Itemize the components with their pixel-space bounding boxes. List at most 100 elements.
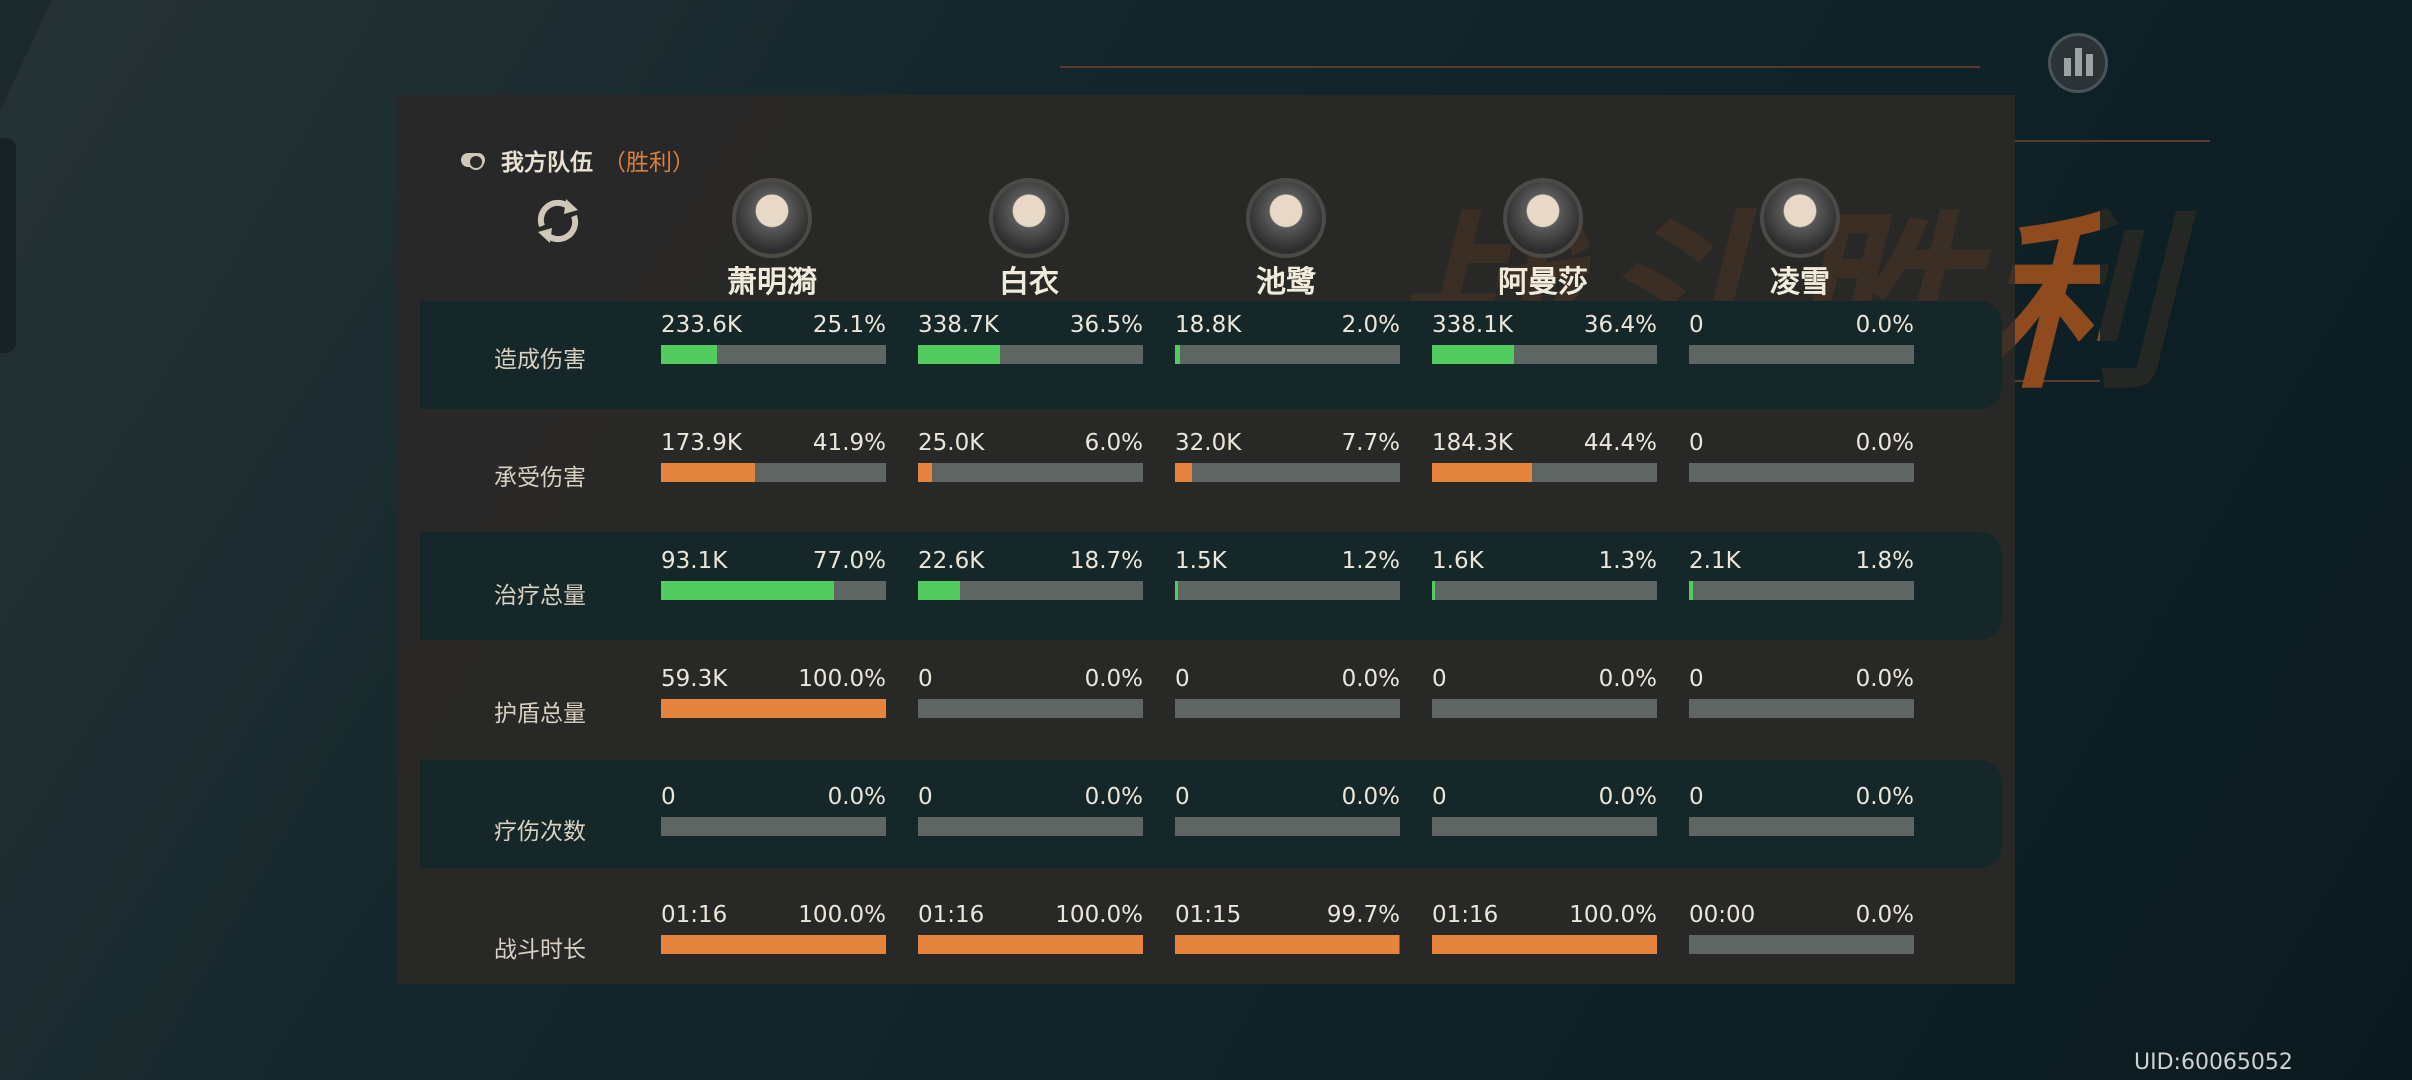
stat-bar bbox=[1432, 935, 1657, 954]
stat-bar bbox=[1175, 345, 1400, 364]
stat-bar-fill bbox=[661, 581, 835, 600]
stat-value: 0 bbox=[1175, 666, 1190, 692]
stat-value: 0 bbox=[1432, 784, 1447, 810]
stat-bar bbox=[1432, 581, 1657, 600]
hero-name: 池鹭 bbox=[1256, 265, 1316, 300]
stat-bar bbox=[1175, 699, 1400, 718]
hero-avatar[interactable] bbox=[1246, 178, 1326, 258]
toggle-icon[interactable] bbox=[461, 153, 485, 170]
bar-chart-icon bbox=[2063, 58, 2071, 76]
stat-percent: 0.0% bbox=[1341, 666, 1400, 692]
stat-bar-fill bbox=[1175, 935, 1400, 954]
stat-percent: 44.4% bbox=[1583, 430, 1657, 456]
stat-bar bbox=[918, 581, 1143, 600]
stat-bar-fill bbox=[918, 463, 932, 482]
stat-value: 01:16 bbox=[918, 902, 985, 928]
stat-bar bbox=[1689, 463, 1914, 482]
stat-bar bbox=[1432, 463, 1657, 482]
stat-bar-fill bbox=[918, 581, 961, 600]
stat-percent: 99.7% bbox=[1326, 902, 1400, 928]
stat-percent: 100.0% bbox=[1569, 902, 1657, 928]
stat-percent: 0.0% bbox=[1084, 666, 1143, 692]
stat-percent: 18.7% bbox=[1069, 548, 1143, 574]
stat-value: 0 bbox=[1432, 666, 1447, 692]
stat-value: 0 bbox=[918, 784, 933, 810]
stat-value: 0 bbox=[661, 784, 676, 810]
row-label: 疗伤次数 bbox=[494, 819, 586, 845]
stat-value: 184.3K bbox=[1432, 430, 1513, 456]
stat-value: 233.6K bbox=[661, 312, 742, 338]
stat-percent: 0.0% bbox=[1855, 902, 1914, 928]
stat-value: 1.6K bbox=[1432, 548, 1484, 574]
row-label: 战斗时长 bbox=[494, 937, 586, 963]
decor-line bbox=[1060, 66, 1980, 68]
result-label: （胜利） bbox=[603, 150, 695, 176]
hero-avatar[interactable] bbox=[1760, 178, 1840, 258]
stat-bar-fill bbox=[1175, 581, 1179, 600]
hero-avatar[interactable] bbox=[732, 178, 812, 258]
stat-bar bbox=[918, 935, 1143, 954]
row-label: 治疗总量 bbox=[494, 583, 586, 609]
stat-bar bbox=[661, 581, 886, 600]
stat-bar-fill bbox=[918, 345, 1001, 364]
hero-avatar[interactable] bbox=[989, 178, 1069, 258]
stat-value: 59.3K bbox=[661, 666, 728, 692]
stat-value: 25.0K bbox=[918, 430, 985, 456]
stat-bar bbox=[1175, 463, 1400, 482]
stat-bar bbox=[1175, 581, 1400, 600]
row-label: 造成伤害 bbox=[494, 347, 586, 373]
stat-percent: 2.0% bbox=[1341, 312, 1400, 338]
stat-value: 18.8K bbox=[1175, 312, 1242, 338]
hero-avatar[interactable] bbox=[1503, 178, 1583, 258]
stat-bar bbox=[918, 463, 1143, 482]
stat-bar bbox=[918, 699, 1143, 718]
side-drawer-handle[interactable] bbox=[0, 138, 16, 353]
stat-bar-fill bbox=[1689, 581, 1694, 600]
row-band bbox=[420, 760, 2002, 868]
team-label: 我方队伍 bbox=[501, 150, 593, 176]
stat-value: 338.7K bbox=[918, 312, 999, 338]
stat-bar-fill bbox=[661, 345, 718, 364]
stat-value: 1.5K bbox=[1175, 548, 1227, 574]
stat-percent: 100.0% bbox=[1055, 902, 1143, 928]
stat-percent: 100.0% bbox=[798, 902, 886, 928]
stat-bar bbox=[1175, 817, 1400, 836]
stat-percent: 100.0% bbox=[798, 666, 886, 692]
stat-value: 173.9K bbox=[661, 430, 742, 456]
stat-value: 93.1K bbox=[661, 548, 728, 574]
stat-percent: 0.0% bbox=[1341, 784, 1400, 810]
stat-percent: 1.3% bbox=[1598, 548, 1657, 574]
stat-value: 00:00 bbox=[1689, 902, 1756, 928]
stat-bar-fill bbox=[1432, 345, 1514, 364]
stat-value: 2.1K bbox=[1689, 548, 1741, 574]
stat-bar-fill bbox=[1175, 463, 1193, 482]
stat-percent: 77.0% bbox=[812, 548, 886, 574]
stat-value: 32.0K bbox=[1175, 430, 1242, 456]
stat-bar-fill bbox=[661, 699, 886, 718]
stat-value: 0 bbox=[1689, 666, 1704, 692]
stat-bar-fill bbox=[1432, 463, 1532, 482]
row-label: 承受伤害 bbox=[494, 465, 586, 491]
stat-bar bbox=[1689, 935, 1914, 954]
stat-percent: 0.0% bbox=[827, 784, 886, 810]
bar-chart-icon-bar bbox=[2074, 48, 2082, 76]
stat-value: 01:15 bbox=[1175, 902, 1242, 928]
stat-percent: 0.0% bbox=[1084, 784, 1143, 810]
stat-bar bbox=[661, 699, 886, 718]
stat-bar bbox=[1432, 345, 1657, 364]
stat-bar bbox=[1689, 699, 1914, 718]
stat-value: 22.6K bbox=[918, 548, 985, 574]
stat-bar bbox=[918, 345, 1143, 364]
stat-percent: 7.7% bbox=[1341, 430, 1400, 456]
stat-percent: 0.0% bbox=[1855, 312, 1914, 338]
stat-percent: 0.0% bbox=[1598, 784, 1657, 810]
refresh-icon[interactable] bbox=[532, 196, 584, 246]
stat-percent: 0.0% bbox=[1855, 784, 1914, 810]
stat-bar bbox=[1689, 345, 1914, 364]
stat-bar-fill bbox=[1175, 345, 1180, 364]
stat-value: 0 bbox=[1689, 312, 1704, 338]
stat-bar bbox=[1432, 817, 1657, 836]
stat-percent: 0.0% bbox=[1855, 666, 1914, 692]
stats-button[interactable] bbox=[2048, 33, 2108, 93]
stat-value: 01:16 bbox=[1432, 902, 1499, 928]
